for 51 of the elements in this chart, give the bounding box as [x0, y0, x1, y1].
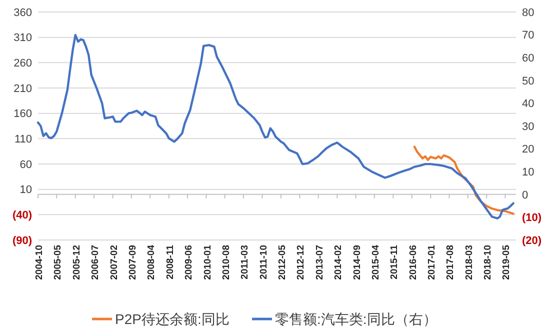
y2-tick-label: 40 — [522, 98, 534, 110]
x-tick-label: 2015-11 — [389, 244, 400, 280]
x-tick-label: 2010-01 — [202, 244, 214, 280]
y-tick-label: (90) — [12, 234, 32, 247]
x-tick-label: 2004-10 — [34, 245, 45, 280]
x-tick-label: 2005-05 — [52, 244, 64, 280]
x-tick-label: 2011-03 — [239, 245, 250, 280]
y-tick-label: 260 — [14, 58, 32, 70]
x-tick-label: 2019-05 — [501, 244, 512, 280]
line-series — [413, 146, 514, 215]
y2-tick-label: 80 — [522, 6, 534, 19]
y-tick-label: 210 — [14, 82, 32, 95]
line-series — [36, 34, 514, 220]
y2-tick-label: (20) — [522, 234, 542, 247]
y2-tick-label: 0 — [522, 189, 528, 202]
x-tick-label: 2005-12 — [71, 245, 82, 280]
x-tick-label: 2007-09 — [127, 245, 138, 280]
x-tick-label: 2006-07 — [90, 245, 101, 280]
y-tick-label: (40) — [12, 210, 32, 222]
x-tick-label: 2015-04 — [370, 244, 382, 280]
legend-label: 零售额:汽车类:同比（右） — [275, 310, 437, 327]
legend-label: P2P待还余额:同比 — [115, 310, 230, 327]
y-tick-label: 160 — [14, 108, 32, 120]
y2-tick-label: (10) — [522, 212, 542, 224]
y-tick-label: 60 — [20, 158, 32, 171]
y-tick-label: 10 — [20, 184, 32, 196]
x-tick-label: 2009-06 — [184, 245, 195, 280]
x-tick-label: 2012-05 — [276, 244, 288, 280]
y2-tick-label: 60 — [522, 52, 534, 64]
x-tick-label: 2007-02 — [108, 245, 120, 280]
x-tick-label: 2013-07 — [314, 245, 326, 280]
y2-tick-label: 20 — [522, 144, 534, 156]
x-tick-label: 2014-09 — [352, 245, 363, 280]
y2-tick-label: 50 — [522, 75, 534, 88]
x-tick-label: 2011-10 — [258, 245, 270, 280]
x-tick-label: 2018-10 — [482, 245, 494, 280]
x-tick-label: 2016-06 — [408, 245, 419, 280]
y2-tick-label: 10 — [522, 166, 534, 178]
x-tick-label: 2008-11 — [164, 244, 176, 280]
x-tick-label: 2008-04 — [146, 244, 158, 280]
x-tick-label: 2017-08 — [445, 245, 456, 280]
x-tick-label: 2017-01 — [426, 244, 438, 280]
x-tick-label: 2012-12 — [296, 245, 307, 280]
x-tick-label: 2018-03 — [464, 245, 475, 280]
x-tick-label: 2010-08 — [220, 245, 232, 280]
y-tick-label: 110 — [14, 134, 32, 146]
x-tick-label: 2014-02 — [333, 245, 344, 280]
y-tick-label: 310 — [14, 32, 32, 44]
y-tick-label: 360 — [14, 6, 32, 19]
y2-tick-label: 30 — [522, 120, 534, 133]
y2-tick-label: 70 — [522, 30, 534, 42]
